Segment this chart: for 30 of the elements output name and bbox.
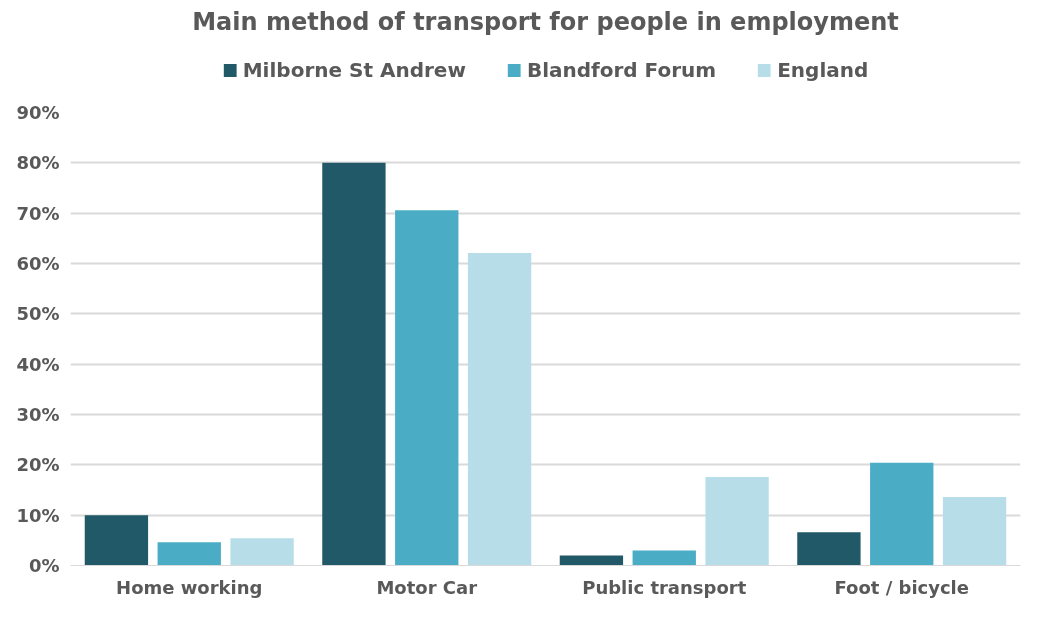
y-tick-label: 10% — [16, 504, 60, 526]
chart-title: Main method of transport for people in employment — [192, 7, 899, 36]
bar — [395, 210, 459, 566]
bar — [797, 532, 861, 566]
y-tick-label: 50% — [16, 303, 60, 325]
y-tick-label: 0% — [28, 555, 60, 576]
bar — [230, 538, 294, 566]
x-tick-label: Home working — [116, 576, 263, 598]
bar — [157, 542, 221, 566]
bar — [322, 162, 386, 566]
y-tick-label: 60% — [16, 253, 60, 274]
bar — [559, 555, 624, 566]
x-tick-label: Foot / bicycle — [834, 576, 970, 598]
bar — [467, 252, 532, 566]
y-tick-label: 80% — [16, 152, 60, 174]
x-tick-label: Public transport — [582, 576, 747, 598]
legend-label: England — [777, 58, 869, 82]
x-tick-label: Motor Car — [376, 576, 478, 598]
y-tick-label: 40% — [16, 353, 60, 375]
y-tick-label: 30% — [16, 404, 60, 425]
y-tick-label: 90% — [16, 102, 60, 123]
bar — [84, 515, 149, 566]
bar — [705, 476, 769, 566]
y-tick-label: 70% — [16, 202, 60, 224]
bar — [942, 497, 1007, 566]
bar — [870, 462, 934, 566]
bar — [632, 550, 696, 566]
legend-label: Blandford Forum — [526, 58, 717, 82]
y-tick-label: 20% — [16, 454, 60, 476]
legend-label: Milborne St Andrew — [242, 58, 466, 82]
